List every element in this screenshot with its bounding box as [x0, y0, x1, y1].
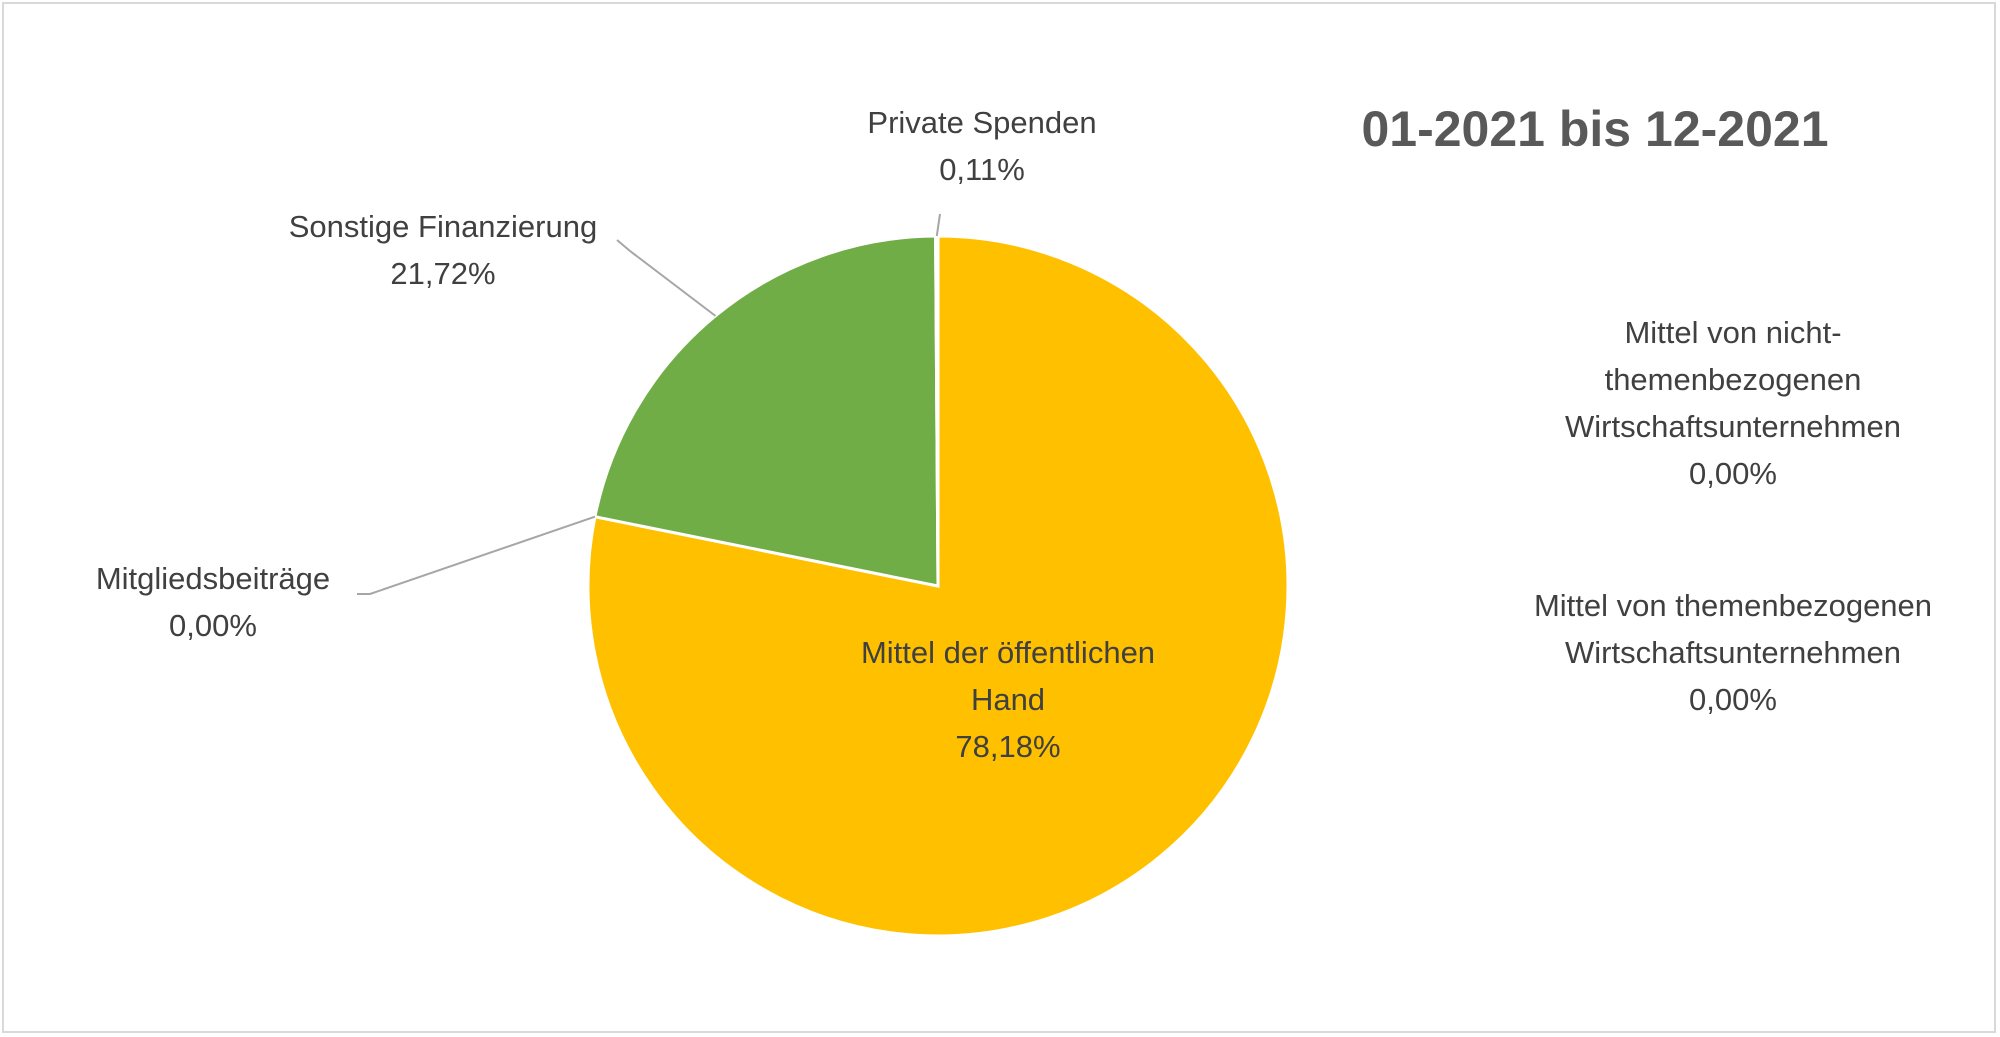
data-label-name-mittel-von-themenbezogenen-wirtschaftsunternehmen: Wirtschaftsunternehmen — [1565, 635, 1901, 670]
data-labels: Mittel der öffentlichen Hand 78,18% Mitglie… — [96, 105, 1932, 764]
data-label-name-sonstige-finanzierung: Sonstige Finanzierung — [289, 209, 597, 244]
data-label-name-mittel-der-ffentlichen-hand: Hand — [971, 682, 1045, 717]
leader-line-private-spenden — [935, 213, 941, 237]
pie-slices — [586, 234, 1290, 938]
data-label-value-mittel-von-nicht-themenbezogenen-wirtschaftsunternehmen: 0,00% — [1689, 456, 1777, 491]
data-label-value-sonstige-finanzierung: 21,72% — [390, 256, 495, 291]
data-label-name-mittel-von-themenbezogenen-wirtschaftsunternehmen: Mittel von themenbezogenen — [1534, 588, 1932, 623]
data-label-value-mitgliedsbeitr-ge: 0,00% — [169, 608, 257, 643]
data-label-value-mittel-der-ffentlichen-hand: 78,18% — [955, 729, 1060, 764]
data-label-name-mittel-der-ffentlichen-hand: Mittel der öffentlichen — [861, 635, 1155, 670]
chart-title: 01-2021 bis 12-2021 — [1361, 101, 1828, 157]
leader-line-sonstige-finanzierung — [616, 239, 717, 317]
data-label-name-mittel-von-nicht-themenbezogenen-wirtschaftsunternehmen: Mittel von nicht- — [1624, 315, 1841, 350]
data-label-name-mittel-von-nicht-themenbezogenen-wirtschaftsunternehmen: themenbezogenen — [1605, 362, 1862, 397]
data-label-value-private-spenden: 0,11% — [939, 152, 1025, 187]
data-label-name-private-spenden: Private Spenden — [867, 105, 1096, 140]
pie-slice-sonstige-finanzierung — [593, 234, 940, 588]
data-label-value-mittel-von-themenbezogenen-wirtschaftsunternehmen: 0,00% — [1689, 682, 1777, 717]
data-label-name-mittel-von-nicht-themenbezogenen-wirtschaftsunternehmen: Wirtschaftsunternehmen — [1565, 409, 1901, 444]
leader-lines — [357, 213, 941, 595]
leader-line-mitgliedsbeitr-ge — [357, 515, 596, 595]
data-label-name-mitgliedsbeitr-ge: Mitgliedsbeiträge — [96, 561, 330, 596]
